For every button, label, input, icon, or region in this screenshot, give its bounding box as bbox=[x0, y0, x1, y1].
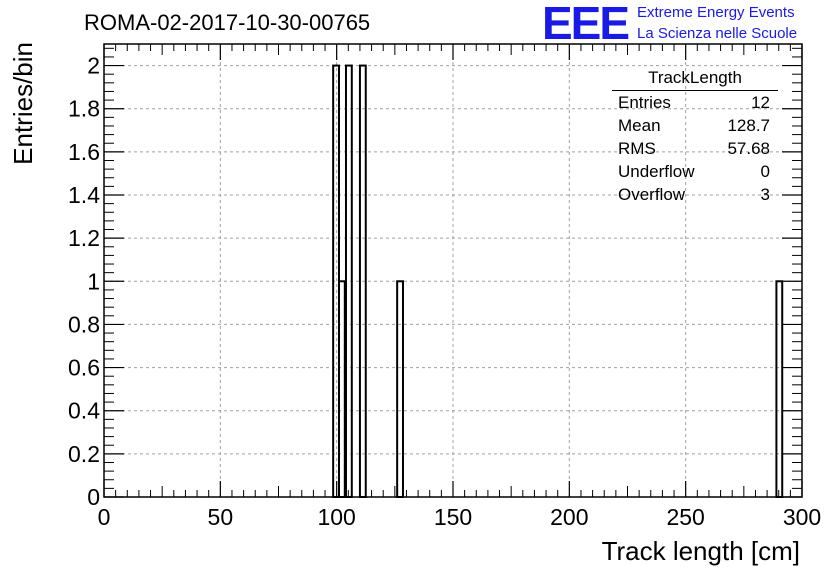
stats-row-underflow: Underflow 0 bbox=[608, 160, 778, 183]
histogram-bar bbox=[344, 64, 353, 498]
x-tick-label: 150 bbox=[434, 504, 472, 530]
x-tick-label: 300 bbox=[783, 504, 821, 530]
x-tick-label: 50 bbox=[208, 504, 234, 530]
stats-row-overflow: Overflow 3 bbox=[608, 183, 778, 206]
y-tick-label: 0.2 bbox=[68, 441, 100, 467]
histogram-bar bbox=[337, 280, 346, 498]
x-tick-label: 250 bbox=[666, 504, 704, 530]
stats-label: Mean bbox=[618, 116, 661, 135]
y-axis-label: Entries/bin bbox=[8, 42, 38, 165]
y-tick-label: 1.6 bbox=[68, 139, 100, 165]
x-tick-label: 100 bbox=[317, 504, 355, 530]
y-tick-label: 1.2 bbox=[68, 225, 100, 251]
stats-value: 128.7 bbox=[727, 116, 770, 135]
y-tick-label: 0.6 bbox=[68, 355, 100, 381]
stats-value: 0 bbox=[760, 162, 770, 181]
stats-value: 12 bbox=[751, 93, 770, 112]
stats-label: Entries bbox=[618, 93, 671, 112]
y-tick-label: 0 bbox=[87, 484, 100, 510]
y-tick-label: 0.8 bbox=[68, 311, 100, 337]
stats-label: Overflow bbox=[618, 185, 686, 204]
stats-row-mean: Mean 128.7 bbox=[608, 114, 778, 137]
eee-logo: EEE bbox=[542, 0, 630, 49]
grid-layer bbox=[104, 44, 802, 497]
run-title: ROMA-02-2017-10-30-00765 bbox=[84, 10, 371, 35]
x-tick-label: 0 bbox=[98, 504, 111, 530]
stats-value: 57.68 bbox=[727, 139, 770, 158]
stats-label: Underflow bbox=[618, 162, 695, 181]
x-tick-label: 200 bbox=[550, 504, 588, 530]
y-tick-label: 2 bbox=[87, 53, 100, 79]
stats-title: TrackLength bbox=[612, 68, 778, 91]
x-axis-label: Track length [cm] bbox=[602, 536, 800, 566]
ticks-layer bbox=[103, 44, 803, 498]
tick-labels-layer: 0 50 100 150 200 250 300 0 0.2 0.4 0.6 0.8 1 1.2 1.4 1.… bbox=[68, 53, 821, 530]
stats-row-entries: Entries 12 bbox=[608, 91, 778, 114]
stats-row-rms: RMS 57.68 bbox=[608, 137, 778, 160]
stats-box: TrackLength Entries 12 Mean 128.7 RMS 57… bbox=[608, 68, 778, 206]
logo-tagline-2: La Scienza nelle Scuole bbox=[637, 25, 798, 42]
logo-tagline-1: Extreme Energy Events bbox=[637, 4, 795, 21]
histogram-bar bbox=[775, 280, 784, 498]
stats-label: RMS bbox=[618, 139, 656, 158]
y-tick-label: 1.8 bbox=[68, 96, 100, 122]
stats-value: 3 bbox=[760, 185, 770, 204]
y-tick-label: 1 bbox=[87, 268, 100, 294]
y-tick-label: 0.4 bbox=[68, 398, 100, 424]
y-tick-label: 1.4 bbox=[68, 182, 100, 208]
histogram-bar bbox=[396, 280, 404, 498]
